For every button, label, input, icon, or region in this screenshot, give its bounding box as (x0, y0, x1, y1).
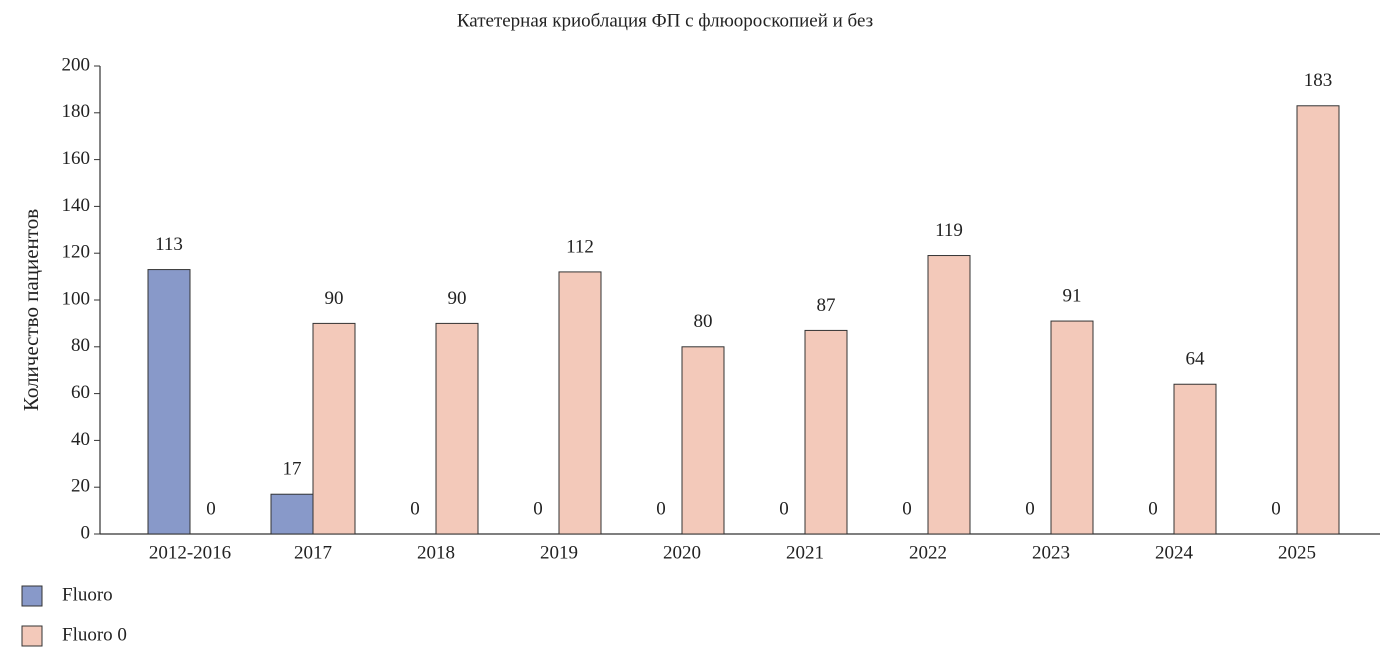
value-label: 90 (448, 288, 467, 309)
x-tick-label: 2017 (294, 542, 332, 563)
bar (927, 255, 971, 535)
bar (1050, 320, 1094, 535)
x-tick-label: 2019 (540, 542, 578, 563)
x-tick-label: 2021 (786, 542, 824, 563)
y-tick-label: 200 (62, 54, 91, 75)
y-tick-label: 0 (81, 522, 91, 543)
y-tick-label: 100 (62, 288, 91, 309)
x-tick-label: 2012-2016 (149, 542, 231, 563)
y-tick-label: 160 (62, 148, 91, 169)
x-tick-label: 2020 (663, 542, 701, 563)
value-label: 17 (283, 459, 302, 480)
value-label: 0 (656, 498, 666, 519)
legend-swatch (21, 585, 43, 607)
x-tick-label: 2023 (1032, 542, 1070, 563)
y-tick-label: 140 (62, 195, 91, 216)
value-label: 0 (206, 498, 216, 519)
value-label: 64 (1186, 349, 1206, 370)
bar (270, 493, 314, 535)
bar (435, 322, 479, 535)
value-label: 0 (1271, 498, 1281, 519)
y-tick-label: 60 (71, 382, 90, 403)
x-tick-label: 2022 (909, 542, 947, 563)
bar (1296, 105, 1340, 535)
value-label: 0 (902, 498, 912, 519)
value-label: 0 (1148, 498, 1158, 519)
value-label: 87 (817, 295, 836, 316)
bar (681, 346, 725, 535)
y-tick-label: 20 (71, 476, 90, 497)
legend-label: Fluoro (62, 584, 113, 605)
value-label: 0 (1025, 498, 1035, 519)
value-label: 0 (779, 498, 789, 519)
x-tick-label: 2024 (1155, 542, 1194, 563)
x-tick-label: 2025 (1278, 542, 1316, 563)
value-label: 90 (325, 288, 344, 309)
value-label: 183 (1304, 70, 1333, 91)
y-axis-label: Количество пациентов (19, 209, 43, 411)
value-label: 112 (566, 236, 594, 257)
bar (804, 329, 848, 535)
chart-title: Катетерная криоблация ФП с флюороскопией… (457, 10, 873, 31)
x-tick-label: 2018 (417, 542, 455, 563)
bar (147, 269, 191, 535)
bar (312, 322, 356, 535)
y-tick-label: 120 (62, 242, 91, 263)
value-label: 0 (533, 498, 543, 519)
legend-swatch (21, 625, 43, 647)
value-label: 91 (1063, 285, 1082, 306)
legend-label: Fluoro 0 (62, 624, 127, 645)
value-label: 0 (410, 498, 420, 519)
value-label: 113 (155, 234, 183, 255)
bar (1173, 383, 1217, 535)
value-label: 80 (694, 311, 713, 332)
y-tick-label: 80 (71, 335, 90, 356)
value-label: 119 (935, 220, 963, 241)
y-tick-label: 180 (62, 101, 91, 122)
bar (558, 271, 602, 535)
y-tick-label: 40 (71, 429, 90, 450)
